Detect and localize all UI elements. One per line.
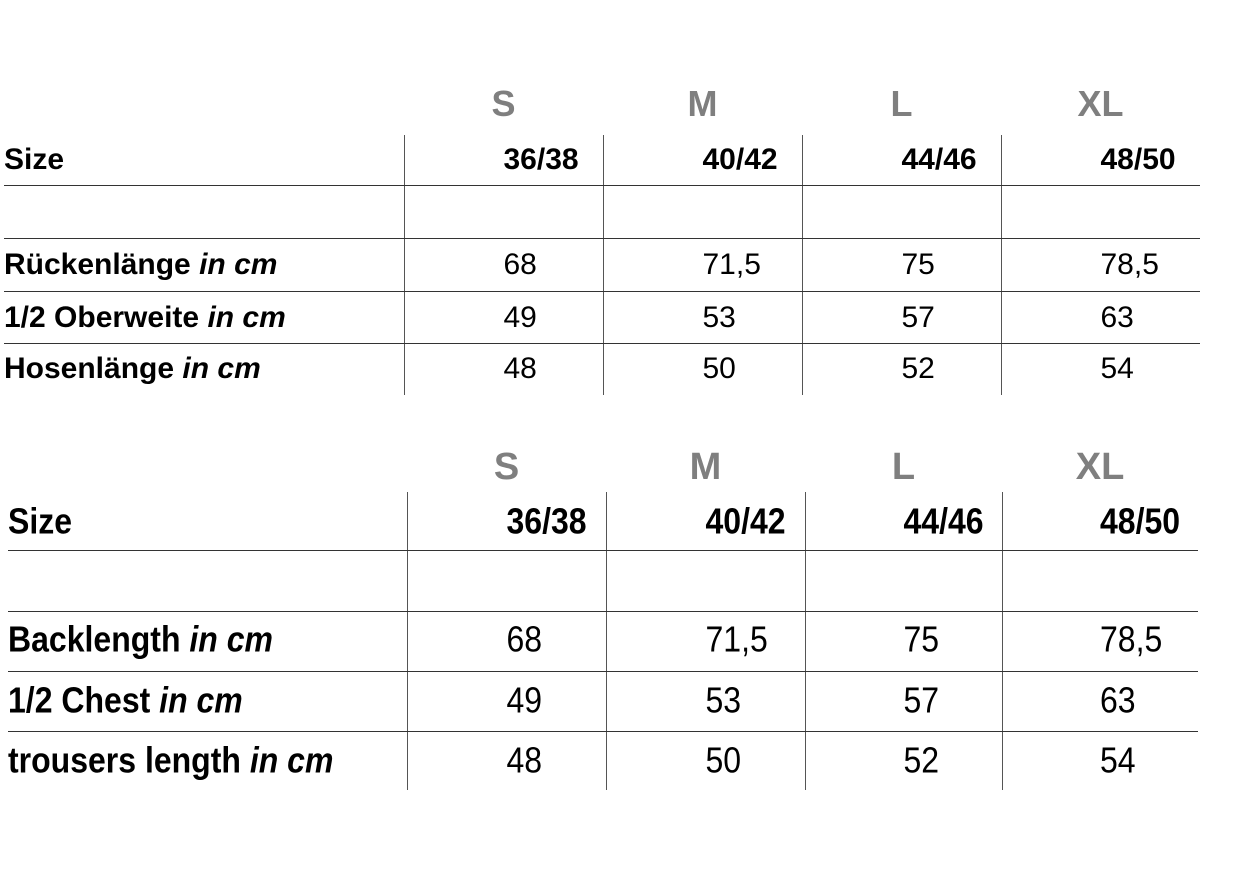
size-number: 40/42 — [702, 143, 778, 176]
measurement-label: 1/2 Oberweite in cm — [4, 303, 286, 333]
measurement-value: 52 — [901, 352, 935, 385]
size-letter: M — [689, 446, 722, 488]
row-divider — [4, 291, 1200, 292]
label-text: Backlength — [8, 618, 181, 660]
size-number: 48/50 — [1100, 143, 1176, 176]
column-divider — [407, 492, 408, 790]
size-label: Size — [4, 143, 65, 176]
measurement-label: Rückenlänge in cm — [4, 250, 277, 280]
size-number: 44/46 — [903, 500, 984, 542]
measurement-value: 50 — [705, 739, 742, 781]
row-divider — [8, 611, 1198, 612]
measurement-value: 49 — [503, 301, 537, 334]
measurement-label: trousers length in cm — [8, 742, 333, 778]
label-text: Rückenlänge — [4, 248, 191, 281]
unit-text: in cm — [207, 301, 286, 334]
size-number: 48/50 — [1100, 500, 1181, 542]
measurement-value: 71,5 — [702, 248, 761, 281]
unit-text: in cm — [249, 739, 334, 781]
measurement-value: 48 — [506, 739, 543, 781]
measurement-label: Hosenlänge in cm — [4, 354, 261, 384]
column-divider — [603, 135, 604, 395]
size-letter: L — [891, 446, 916, 488]
row-divider — [4, 343, 1200, 344]
unit-text: in cm — [182, 352, 261, 385]
measurement-value: 68 — [506, 618, 543, 660]
measurement-label: Backlength in cm — [8, 621, 273, 657]
row-divider — [4, 238, 1200, 239]
row-divider — [8, 671, 1198, 672]
size-letter: L — [890, 83, 913, 124]
measurement-value: 68 — [503, 248, 537, 281]
measurement-value: 75 — [901, 248, 935, 281]
measurement-value: 52 — [903, 739, 940, 781]
unit-text: in cm — [159, 679, 243, 721]
measurement-value: 50 — [702, 352, 736, 385]
measurement-value: 63 — [1100, 679, 1136, 721]
label-text: 1/2 Chest — [8, 679, 151, 721]
unit-text: in cm — [199, 248, 278, 281]
measurement-value: 75 — [903, 618, 940, 660]
size-number: 40/42 — [705, 500, 786, 542]
column-divider — [606, 492, 607, 790]
label-text: Hosenlänge — [4, 352, 175, 385]
size-letter: M — [687, 83, 718, 124]
size-label: Size — [8, 500, 73, 542]
size-number: 36/38 — [506, 500, 587, 542]
row-divider — [8, 731, 1198, 732]
unit-text: in cm — [189, 618, 273, 660]
column-divider — [1001, 135, 1002, 395]
measurement-value: 57 — [901, 301, 935, 334]
size-letter: XL — [1075, 446, 1125, 488]
column-divider — [802, 135, 803, 395]
column-divider — [1002, 492, 1003, 790]
column-divider — [805, 492, 806, 790]
measurement-label: 1/2 Chest in cm — [8, 682, 243, 718]
row-divider — [4, 185, 1200, 186]
size-letter: S — [491, 83, 516, 124]
label-text: trousers length — [8, 739, 241, 781]
measurement-value: 78,5 — [1100, 618, 1163, 660]
measurement-value: 49 — [506, 679, 543, 721]
size-number: 44/46 — [901, 143, 977, 176]
size-letter: S — [493, 446, 520, 488]
label-text: 1/2 Oberweite — [4, 301, 200, 334]
column-divider — [404, 135, 405, 395]
measurement-value: 71,5 — [705, 618, 768, 660]
measurement-value: 54 — [1100, 352, 1134, 385]
measurement-value: 53 — [702, 301, 736, 334]
measurement-value: 57 — [903, 679, 940, 721]
measurement-value: 54 — [1100, 739, 1136, 781]
measurement-value: 48 — [503, 352, 537, 385]
measurement-value: 53 — [705, 679, 742, 721]
size-number: 36/38 — [503, 143, 579, 176]
measurement-value: 63 — [1100, 301, 1134, 334]
size-letter: XL — [1077, 83, 1124, 124]
row-divider — [8, 550, 1198, 551]
measurement-value: 78,5 — [1100, 248, 1159, 281]
